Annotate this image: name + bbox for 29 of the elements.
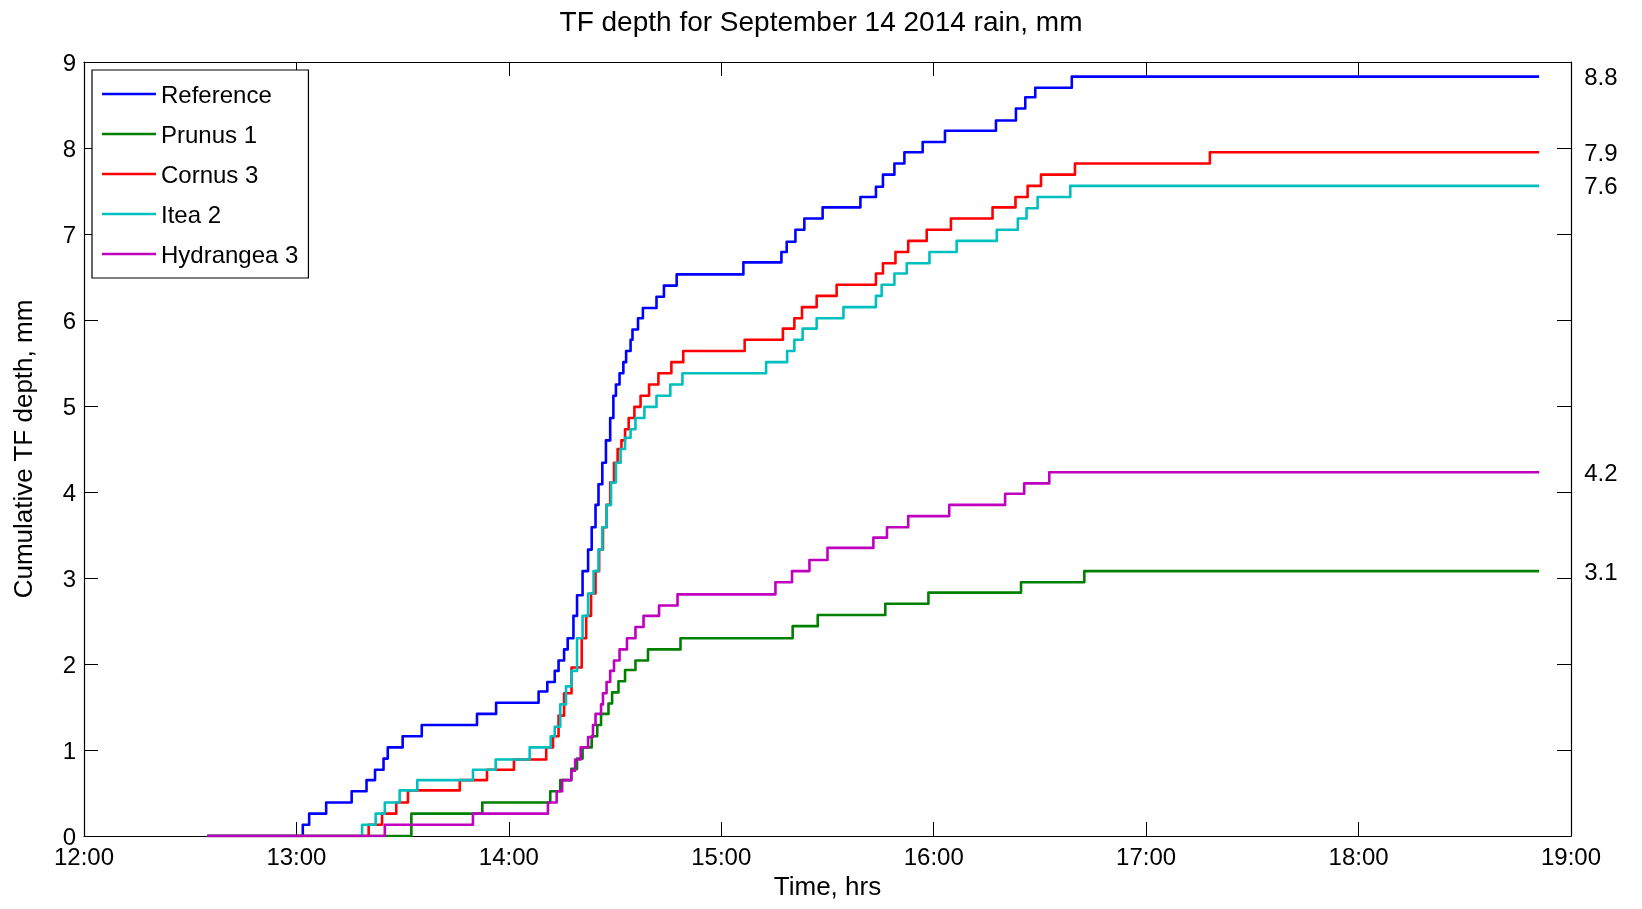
x-axis-title: Time, hrs — [773, 870, 882, 901]
y-tick-label: 5 — [62, 392, 76, 420]
y-tick-label: 3 — [62, 564, 76, 592]
legend-label: Reference — [161, 80, 272, 108]
y-tick-label: 7 — [62, 220, 76, 248]
y-tick-label: 4 — [62, 478, 76, 506]
legend-label: Hydrangea 3 — [161, 240, 299, 268]
data-label: 3.1 — [1584, 557, 1618, 585]
data-label: 7.9 — [1584, 138, 1618, 166]
x-tick-label: 18:00 — [1328, 842, 1389, 870]
y-tick-label: 6 — [62, 306, 76, 334]
x-tick-label: 14:00 — [478, 842, 539, 870]
chart-title: TF depth for September 14 2014 rain, mm — [559, 5, 1083, 37]
y-tick-label: 8 — [62, 134, 76, 162]
data-label: 4.2 — [1584, 458, 1618, 486]
x-tick-label: 17:00 — [1116, 842, 1177, 870]
x-tick-label: 15:00 — [691, 842, 752, 870]
x-tick-label: 16:00 — [903, 842, 964, 870]
x-tick-label: 19:00 — [1540, 842, 1602, 870]
y-axis-title: Cumulative TF depth, mm — [8, 299, 38, 599]
data-label: 7.6 — [1584, 172, 1618, 200]
x-tick-label: 13:00 — [266, 842, 327, 870]
y-tick-label: 1 — [62, 736, 76, 764]
legend-label: Itea 2 — [161, 200, 222, 228]
legend-label: Prunus 1 — [161, 120, 258, 148]
data-label: 8.8 — [1584, 63, 1618, 91]
y-tick-label: 9 — [62, 48, 76, 76]
y-tick-label: 2 — [62, 650, 76, 678]
legend-label: Cornus 3 — [161, 160, 259, 188]
